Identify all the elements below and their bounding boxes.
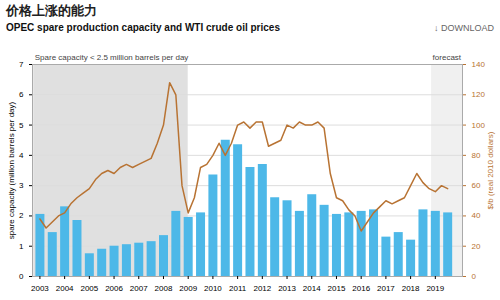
svg-text:140: 140 <box>472 60 486 69</box>
svg-text:2: 2 <box>19 211 24 220</box>
svg-text:20: 20 <box>472 242 481 251</box>
svg-text:120: 120 <box>472 90 486 99</box>
svg-text:2018: 2018 <box>402 284 420 293</box>
html-text:↓ DOWNLOAD: ↓ DOWNLOAD <box>434 23 494 33</box>
svg-text:2006: 2006 <box>105 284 123 293</box>
svg-text:2005: 2005 <box>80 284 98 293</box>
svg-text:80: 80 <box>472 151 481 160</box>
svg-text:2012: 2012 <box>253 284 271 293</box>
svg-text:3: 3 <box>19 181 24 190</box>
svg-text:40: 40 <box>472 211 481 220</box>
svg-text:6: 6 <box>19 90 24 99</box>
svg-text:$/b (real 2010 dollars): $/b (real 2010 dollars) <box>486 131 495 209</box>
html-text:价格上涨的能力: 价格上涨的能力 <box>6 3 97 18</box>
svg-text:0: 0 <box>472 272 477 281</box>
svg-text:2017: 2017 <box>377 284 395 293</box>
svg-text:1: 1 <box>19 242 24 251</box>
svg-text:5: 5 <box>19 121 24 130</box>
svg-text:2013: 2013 <box>278 284 296 293</box>
svg-text:Spare capacity < 2.5 million b: Spare capacity < 2.5 million barrels per… <box>35 53 189 62</box>
svg-text:2004: 2004 <box>56 284 74 293</box>
svg-text:100: 100 <box>472 121 486 130</box>
svg-text:2015: 2015 <box>328 284 346 293</box>
svg-text:0: 0 <box>19 272 24 281</box>
svg-text:2016: 2016 <box>352 284 370 293</box>
html-text:OPEC spare production capacity: OPEC spare production capacity and WTI c… <box>6 22 280 33</box>
svg-text:60: 60 <box>472 181 481 190</box>
svg-text:2019: 2019 <box>426 284 444 293</box>
svg-text:2011: 2011 <box>229 284 247 293</box>
svg-text:2003: 2003 <box>31 284 49 293</box>
svg-text:7: 7 <box>19 60 24 69</box>
svg-text:2007: 2007 <box>130 284 148 293</box>
svg-text:spare capacity (million barrel: spare capacity (million barrels per day) <box>7 101 16 239</box>
svg-text:2008: 2008 <box>155 284 173 293</box>
svg-text:2009: 2009 <box>179 284 197 293</box>
svg-text:2010: 2010 <box>204 284 222 293</box>
svg-text:4: 4 <box>19 151 24 160</box>
svg-text:2014: 2014 <box>303 284 321 293</box>
svg-text:forecast: forecast <box>433 53 462 62</box>
